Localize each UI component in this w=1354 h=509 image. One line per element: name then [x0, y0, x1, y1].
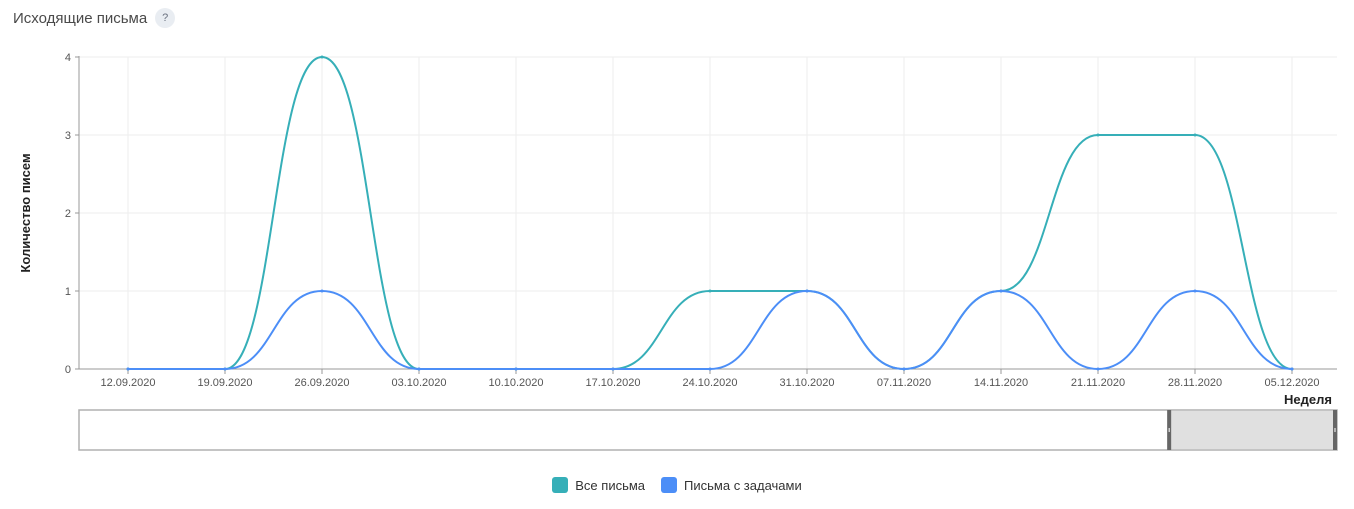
range-navigator: [78, 409, 1338, 451]
data-point: [417, 367, 421, 371]
help-icon[interactable]: ?: [155, 8, 176, 28]
data-point: [223, 367, 227, 371]
y-tick-label: 4: [65, 52, 71, 64]
y-tick-label: 2: [65, 208, 71, 220]
legend-swatch-letters-with-tasks: [661, 477, 678, 493]
legend-swatch-all-letters: [552, 477, 569, 493]
range-handle-grip: [1334, 428, 1336, 432]
legend-item-all-letters[interactable]: Все письма: [552, 477, 645, 493]
data-point: [1096, 367, 1100, 371]
x-tick-label: 14.11.2020: [974, 377, 1028, 389]
y-axis-title: Количество писем: [18, 153, 33, 272]
legend-label-letters-with-tasks: Письма с задачами: [684, 477, 802, 493]
data-point: [999, 289, 1003, 293]
range-handle-grip: [1168, 428, 1170, 432]
x-tick-label: 26.09.2020: [294, 377, 349, 389]
data-point: [1290, 367, 1294, 371]
data-point: [320, 289, 324, 293]
y-tick-label: 1: [65, 286, 71, 298]
x-tick-label: 03.10.2020: [391, 377, 446, 389]
x-tick-label: 19.09.2020: [197, 377, 252, 389]
legend-item-letters-with-tasks[interactable]: Письма с задачами: [661, 477, 802, 493]
y-tick-label: 0: [65, 364, 71, 376]
x-tick-label: 07.11.2020: [877, 377, 931, 389]
series-line-letters-with-tasks: [128, 290, 1293, 371]
x-tick-label: 17.10.2020: [585, 377, 640, 389]
data-point: [320, 55, 324, 59]
line-chart: 0 1 2 3 4 12.09.2020 19.09.2020 26.09.2020 03.10…: [18, 52, 1338, 451]
x-tick-label: 12.09.2020: [100, 377, 155, 389]
legend-label-all-letters: Все письма: [575, 477, 646, 493]
x-tick-label: 31.10.2020: [779, 377, 834, 389]
data-point: [805, 289, 809, 293]
data-point: [1193, 133, 1197, 137]
x-tick-label: 10.10.2020: [488, 377, 543, 389]
x-tick-label: 24.10.2020: [682, 377, 737, 389]
data-point: [708, 367, 712, 371]
chart-header: Исходящие письма ?: [13, 8, 176, 28]
data-point: [514, 367, 518, 371]
data-point: [1193, 289, 1197, 293]
chart-legend: Все письма Письма с задачами: [0, 477, 1354, 493]
range-selection[interactable]: [1167, 411, 1337, 449]
data-point: [708, 289, 712, 293]
data-point: [1096, 133, 1100, 137]
x-tick-label: 28.11.2020: [1168, 377, 1222, 389]
data-point: [126, 367, 130, 371]
x-axis-title: Неделя: [1284, 392, 1332, 407]
x-tick-label: 21.11.2020: [1071, 377, 1125, 389]
data-point: [902, 367, 906, 371]
y-tick-label: 3: [65, 130, 71, 142]
page-title: Исходящие письма: [13, 9, 148, 27]
data-point: [611, 367, 615, 371]
x-tick-label: 05.12.2020: [1264, 377, 1319, 389]
